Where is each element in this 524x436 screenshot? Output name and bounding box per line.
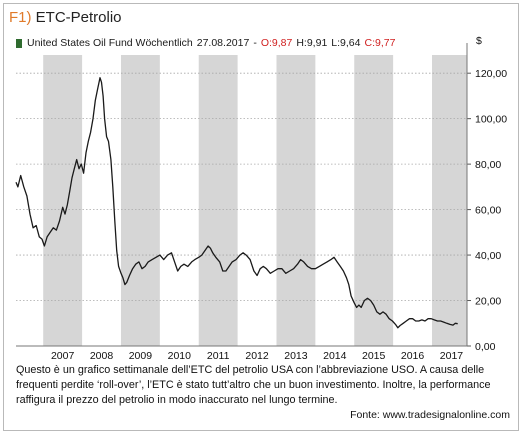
- x-tick-label: 2009: [129, 350, 153, 362]
- x-tick-label: 2011: [207, 350, 230, 362]
- y-axis: 0,00 20,00 40,00 60,00 80,00 100,00 120,00 $: [466, 35, 507, 353]
- legend-high: H:9,91: [296, 37, 328, 49]
- figure-title-text: ETC-Petrolio: [35, 9, 122, 26]
- x-tick-label: 2016: [401, 350, 425, 362]
- x-tick-label: 2008: [90, 350, 114, 362]
- series-line-0: [15, 77, 458, 329]
- legend-low: L:9,64: [331, 37, 361, 49]
- legend-open: O:9,87: [260, 37, 293, 49]
- chart-source: Fonte: www.tradesignalonline.com: [350, 409, 510, 421]
- x-tick-label: 2007: [51, 350, 75, 362]
- x-tick-label: 2013: [284, 350, 308, 362]
- x-tick-label: 2010: [168, 350, 192, 362]
- figure-label: F1): [9, 9, 32, 26]
- x-tick-label: 2015: [362, 350, 386, 362]
- year-band-2015: [354, 55, 394, 346]
- chart-caption: Questo è un grafico settimanale dell’ETC…: [16, 364, 491, 406]
- series-swatch: [16, 38, 22, 48]
- x-axis: 2007 2008 2009 2010 2011 2012 2013 2014 2015 2016…: [16, 345, 467, 362]
- year-band-2009: [120, 55, 160, 346]
- legend-date: 27.08.2017: [196, 37, 250, 49]
- y-tick-label: 20,00: [475, 296, 501, 308]
- y-tick-label: 80,00: [475, 159, 501, 171]
- year-band-2013: [276, 55, 316, 346]
- y-tick-label: 100,00: [475, 114, 507, 126]
- x-tick-label: 2012: [245, 350, 269, 362]
- x-tick-label: 2014: [323, 350, 347, 362]
- y-tick-label: 60,00: [475, 205, 501, 217]
- legend-series-name: United States Oil Fund Wöchentlich: [27, 37, 193, 49]
- year-band-2017: [432, 55, 467, 346]
- y-axis-unit: $: [476, 35, 482, 47]
- year-band-2007: [43, 55, 83, 346]
- chart-legend: United States Oil Fund Wöchentlich 27.08…: [16, 36, 395, 50]
- x-tick-label: 2017: [440, 350, 464, 362]
- legend-sep: -: [253, 37, 257, 49]
- year-shading: [43, 55, 467, 346]
- y-tick-label: 0,00: [475, 341, 496, 353]
- legend-close: C:9,77: [364, 37, 396, 49]
- price-series: [15, 77, 458, 329]
- y-tick-label: 120,00: [475, 68, 507, 80]
- year-band-2011: [198, 55, 238, 346]
- gridlines: [16, 72, 467, 347]
- figure-title: F1) ETC-Petrolio: [9, 9, 122, 29]
- y-tick-label: 40,00: [475, 250, 501, 262]
